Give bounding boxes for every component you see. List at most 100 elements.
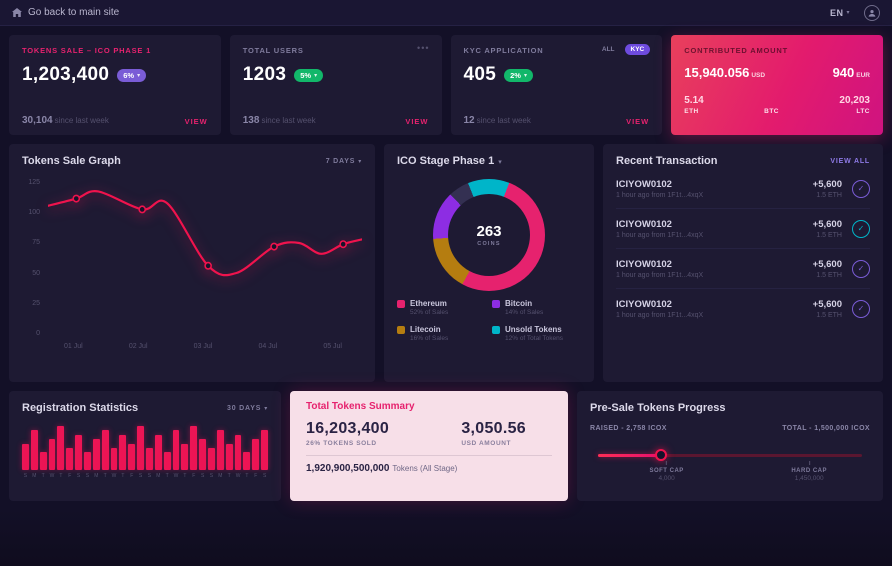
tab-kyc[interactable]: KYC	[624, 44, 651, 55]
presale-slider[interactable]: SOFT CAP 4,000 HARD CAP 1,450,000	[598, 449, 862, 483]
transaction-row[interactable]: ICIYOW0102 1 hour ago from 1F1t...4xqX +5,…	[616, 289, 870, 328]
stat-sub-text: 30,104 since last week	[22, 115, 109, 126]
y-tick: 0	[36, 329, 40, 337]
legend-text: Bitcoin 14% of Sales	[505, 299, 543, 316]
bar	[22, 443, 29, 470]
bar-label: S	[209, 473, 214, 479]
check-circle-icon: ✓	[852, 299, 870, 318]
bar	[75, 434, 83, 470]
bar-label: T	[59, 473, 63, 479]
chevron-down-icon: ▾	[137, 72, 141, 79]
legend-name: Unsold Tokens	[505, 325, 562, 334]
stat-card-tokens-sale: TOKENS SALE – ICO PHASE 1 1,203,400 6% ▾ …	[9, 35, 221, 135]
summary-footer: 1,920,900,500,000 Tokens (All Stage)	[306, 455, 552, 474]
recent-transaction-card: Recent Transaction VIEW ALL ICIYOW0102 1 …	[603, 144, 883, 382]
transaction-amount: +5,600	[812, 218, 842, 230]
view-link[interactable]: VIEW	[184, 117, 208, 126]
card-title: Pre-Sale Tokens Progress	[590, 402, 726, 414]
bar-label: T	[227, 473, 231, 479]
bar	[216, 430, 224, 470]
home-icon	[12, 8, 22, 17]
summary-usd: 3,050.56 USD AMOUNT	[461, 420, 526, 447]
bar	[154, 434, 162, 470]
bar-label: W	[235, 473, 241, 479]
card-head: Pre-Sale Tokens Progress	[590, 402, 870, 414]
tokens-value: 16,203,400	[306, 420, 390, 437]
check-circle-icon: ✓	[852, 259, 870, 278]
check-circle-icon: ✓	[852, 179, 870, 198]
transaction-id: ICIYOW0102	[616, 218, 672, 230]
user-avatar-button[interactable]	[864, 4, 880, 21]
stat-value-row: 1203 5% ▾	[243, 64, 429, 86]
registration-bars	[22, 426, 269, 470]
stat-badge[interactable]: 2% ▾	[504, 68, 533, 82]
transaction-row[interactable]: ICIYOW0102 1 hour ago from 1F1t...4xqX +5,…	[616, 249, 870, 289]
summary-main: 16,203,400 26% TOKENS SOLD 3,050.56 USD …	[306, 420, 552, 447]
language-selector[interactable]: EN ▾	[830, 8, 850, 18]
stat-badge-label: 2%	[510, 70, 521, 80]
legend-swatch	[397, 326, 405, 334]
stat-card-value: 1,203,400	[22, 64, 110, 85]
total-label: TOTAL - 1,500,000 ICOX	[782, 425, 870, 432]
hardcap-marker: HARD CAP 1,450,000	[791, 461, 827, 482]
contributed-assets: 5.14 ETH BTC 20,203 LTC	[684, 95, 870, 115]
tab-all[interactable]: ALL	[601, 46, 615, 53]
chevron-down-icon[interactable]: ▾	[498, 159, 502, 166]
bar-label: M	[94, 473, 99, 479]
legend-item: Litecoin 16% of Sales	[397, 325, 486, 342]
transaction-info: ICIYOW0102 1 hour ago from 1F1t...4xqX	[616, 179, 813, 199]
donut-center: 263 COINS	[448, 194, 530, 276]
legend-swatch	[492, 300, 500, 308]
bar-label: T	[165, 473, 169, 479]
bar-label: S	[85, 473, 90, 479]
range-selector[interactable]: 30 DAYS ▾	[227, 405, 268, 412]
donut-value: 263	[476, 223, 502, 240]
bar-label: W	[49, 473, 55, 479]
view-link[interactable]: VIEW	[405, 117, 429, 126]
legend-name: Ethereum	[410, 299, 447, 308]
stat-card-title: KYC APPLICATION	[463, 46, 544, 55]
stat-card-title: TOKENS SALE – ICO PHASE 1	[22, 46, 152, 55]
bar	[119, 434, 127, 470]
stat-value-row: 1,203,400 6% ▾	[22, 64, 208, 86]
view-link[interactable]: VIEW	[626, 117, 650, 126]
view-all-link[interactable]: VIEW ALL	[830, 157, 870, 165]
y-axis-labels: 125 100 75 50 25 0	[22, 179, 48, 337]
back-link[interactable]: Go back to main site	[12, 7, 119, 18]
legend-detail: 16% of Sales	[410, 335, 449, 342]
bar	[128, 443, 136, 470]
asset-eth: 5.14 ETH	[684, 95, 703, 115]
contributed-eur: 940 EUR	[833, 64, 870, 82]
transaction-meta: 1 hour ago from 1F1t...4xqX	[616, 271, 704, 279]
bar	[208, 448, 215, 470]
transaction-amounts: +5,600 1.5 ETH	[813, 299, 842, 319]
transaction-amounts: +5,600 1.5 ETH	[813, 259, 842, 279]
contributed-title: CONTRIBUTED AMOUNT	[684, 46, 788, 55]
bar	[199, 439, 207, 470]
transaction-id: ICIYOW0102	[616, 258, 672, 270]
x-tick: 03 Jul	[193, 343, 213, 350]
y-tick: 125	[28, 179, 40, 186]
stat-badge[interactable]: 5% ▾	[294, 68, 324, 82]
back-link-label: Go back to main site	[28, 7, 120, 18]
transaction-id: ICIYOW0102	[616, 178, 672, 190]
tokens-label: 26% TOKENS SOLD	[306, 440, 377, 447]
transaction-row[interactable]: ICIYOW0102 1 hour ago from 1F1t...4xqX +5,…	[616, 209, 870, 249]
ellipsis-menu-icon[interactable]: •••	[417, 43, 430, 53]
hardcap-value: 1,450,000	[794, 475, 824, 482]
bar	[181, 443, 189, 470]
range-selector[interactable]: 7 DAYS ▾	[326, 158, 362, 165]
bar-label: T	[121, 473, 125, 479]
chevron-down-icon: ▾	[358, 158, 362, 165]
stat-badge-label: 5%	[300, 70, 312, 80]
legend-text: Ethereum 52% of Sales	[410, 299, 448, 316]
presale-handle[interactable]	[655, 449, 668, 461]
stat-badge[interactable]: 6% ▾	[117, 68, 147, 82]
transaction-row[interactable]: ICIYOW0102 1 hour ago from 1F1t...4xqX +5,…	[616, 169, 870, 209]
y-tick: 25	[32, 299, 40, 307]
card-head: ICO Stage Phase 1 ▾	[397, 155, 581, 167]
asset-unit: ETH	[684, 108, 699, 115]
summary-title: Total Tokens Summary	[306, 401, 415, 412]
usd-label: USD AMOUNT	[461, 440, 512, 447]
